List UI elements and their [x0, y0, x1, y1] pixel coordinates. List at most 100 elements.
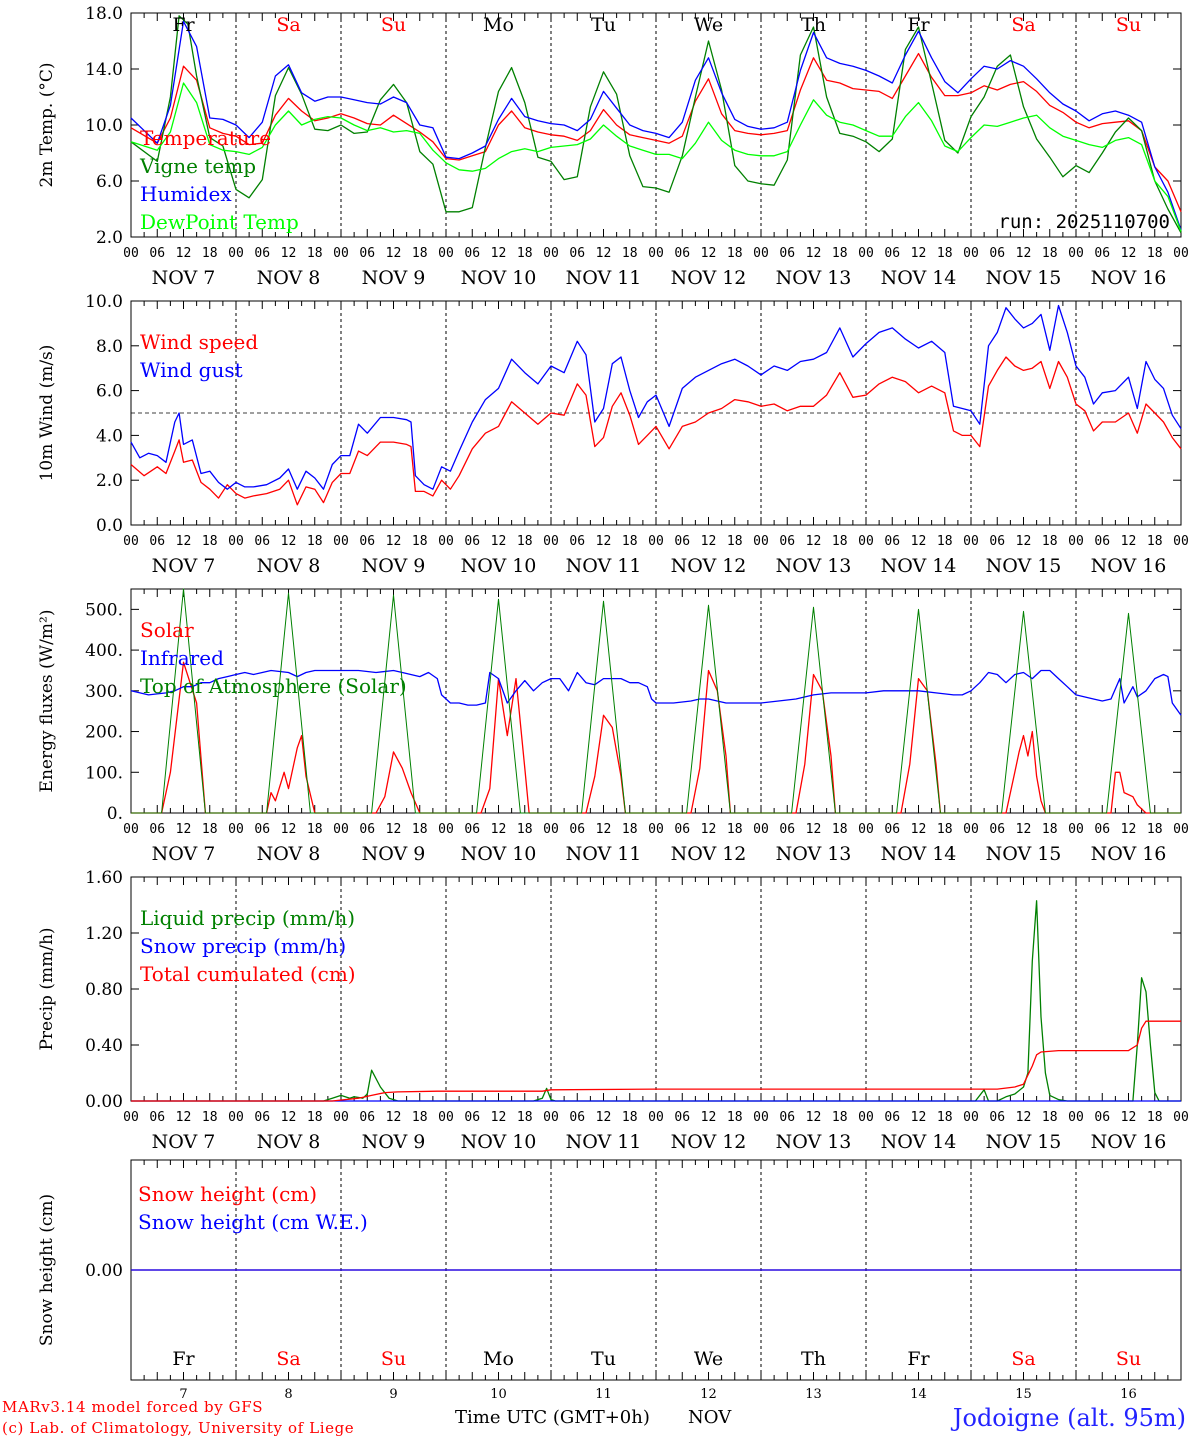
hour-tick-label: 12 [1121, 1110, 1137, 1125]
hour-tick-label: 06 [1094, 246, 1110, 261]
date-label: NOV 15 [986, 267, 1062, 289]
y-tick-label: 0. [107, 804, 123, 824]
run-label: run: 2025110700 [998, 211, 1170, 233]
hour-tick-label: 12 [806, 822, 822, 837]
date-label: NOV 10 [461, 267, 537, 289]
hour-tick-label: 12 [1121, 534, 1137, 549]
hour-tick-label: 06 [779, 1110, 795, 1125]
panel-temperature: 2.0 6.0 10.0 14.0 18.0 2m Temp. (°C) Temperatu… [37, 4, 1189, 289]
hour-tick-label: 18 [622, 246, 638, 261]
hour-tick-label: 00 [858, 822, 874, 837]
hour-tick-label: 18 [202, 534, 218, 549]
station-name: Jodoigne (alt. 95m) [952, 1404, 1186, 1432]
day-number: 11 [595, 1387, 612, 1402]
hour-tick-label: 12 [176, 822, 192, 837]
date-label: NOV 12 [671, 1131, 747, 1153]
date-label: NOV 13 [776, 555, 852, 577]
hour-tick-label: 06 [884, 534, 900, 549]
hour-tick-label: 06 [674, 534, 690, 549]
hour-tick-label: 18 [622, 1110, 638, 1125]
day-abbr: Su [1116, 14, 1141, 36]
legend-entry: Liquid precip (mm/h) [140, 906, 355, 930]
panel-wind: 0.0 2.0 4.0 6.0 8.0 10.0 10m Wind (m/s) Wind sp… [37, 292, 1189, 577]
hour-tick-label: 18 [622, 822, 638, 837]
series-line [130, 304, 1182, 490]
hour-tick-label: 06 [779, 534, 795, 549]
date-label: NOV 16 [1091, 267, 1167, 289]
hour-tick-label: 00 [648, 246, 664, 261]
hour-tick-label: 00 [648, 822, 664, 837]
hour-tick-label: 18 [937, 534, 953, 549]
hour-tick-label: 06 [254, 1110, 270, 1125]
series-line [130, 669, 1182, 716]
y-tick-label: 0.80 [85, 980, 123, 1000]
day-abbr: Mo [483, 1348, 514, 1370]
y-tick-label: 0.40 [85, 1036, 123, 1056]
hour-tick-label: 06 [359, 246, 375, 261]
hour-tick-label: 18 [307, 246, 323, 261]
hour-tick-label: 00 [1068, 822, 1084, 837]
hour-tick-label: 06 [359, 1110, 375, 1125]
hour-tick-label: 18 [517, 822, 533, 837]
date-label: NOV 14 [881, 555, 957, 577]
day-abbr: Tu [591, 14, 616, 36]
hour-tick-label: 18 [307, 1110, 323, 1125]
hour-tick-label: 00 [1068, 1110, 1084, 1125]
date-label: NOV 11 [566, 1131, 642, 1153]
date-label: NOV 13 [776, 1131, 852, 1153]
hour-tick-label: 18 [832, 1110, 848, 1125]
hour-tick-label: 12 [491, 1110, 507, 1125]
legend-entry: Infrared [140, 646, 224, 670]
date-label: NOV 8 [257, 1131, 321, 1153]
hour-tick-label: 18 [727, 534, 743, 549]
y-tick-label: 200. [85, 723, 123, 743]
hour-tick-label: 18 [307, 822, 323, 837]
series-line [130, 15, 1182, 234]
day-abbr: Th [801, 1348, 826, 1370]
day-number: 14 [910, 1387, 927, 1402]
hour-tick-label: 00 [333, 822, 349, 837]
hour-tick-label: 00 [438, 822, 454, 837]
hour-tick-label: 06 [254, 822, 270, 837]
hour-tick-label: 06 [149, 246, 165, 261]
hour-tick-label: 06 [989, 822, 1005, 837]
legend-entry: Temperature [140, 126, 271, 150]
hour-tick-label: 06 [569, 822, 585, 837]
hour-tick-label: 00 [123, 534, 139, 549]
date-label: NOV 8 [257, 267, 321, 289]
y-tick-label: 1.60 [85, 868, 123, 888]
hour-tick-label: 00 [228, 534, 244, 549]
y-tick-label: 8.0 [96, 337, 123, 357]
hour-tick-label: 06 [464, 822, 480, 837]
hour-tick-label: 00 [228, 1110, 244, 1125]
day-abbr: Mo [483, 14, 514, 36]
panel-snow: 0.00 Snow height (cm) Snow height (cm) Snow… [37, 1159, 1182, 1402]
hour-tick-label: 18 [1042, 1110, 1058, 1125]
hour-tick-label: 18 [832, 534, 848, 549]
hour-tick-label: 00 [753, 822, 769, 837]
date-label: NOV 7 [152, 267, 216, 289]
day-abbr: Fr [172, 1348, 195, 1370]
hour-tick-label: 12 [281, 246, 297, 261]
day-number: 8 [284, 1387, 292, 1402]
panel-precip: 0.00 0.40 0.80 1.20 1.60 Precip (mm/h) Liquid … [37, 868, 1189, 1153]
y-tick-label: 10.0 [85, 292, 123, 312]
series-line [130, 20, 1182, 231]
hour-tick-label: 00 [543, 1110, 559, 1125]
date-label: NOV 14 [881, 1131, 957, 1153]
date-label: NOV 12 [671, 555, 747, 577]
hour-tick-label: 06 [149, 534, 165, 549]
date-label: NOV 12 [671, 843, 747, 865]
y-tick-label: 0.00 [85, 1092, 123, 1112]
date-label: NOV 7 [152, 555, 216, 577]
y-tick-label: 14.0 [85, 60, 123, 80]
date-label: NOV 16 [1091, 1131, 1167, 1153]
legend-entry: Solar [140, 618, 194, 642]
hour-tick-label: 00 [543, 246, 559, 261]
y-tick-label: 2.0 [96, 228, 123, 248]
panel-frame [130, 12, 1182, 238]
hour-tick-label: 12 [806, 534, 822, 549]
hour-tick-label: 12 [596, 534, 612, 549]
hour-tick-label: 00 [123, 246, 139, 261]
